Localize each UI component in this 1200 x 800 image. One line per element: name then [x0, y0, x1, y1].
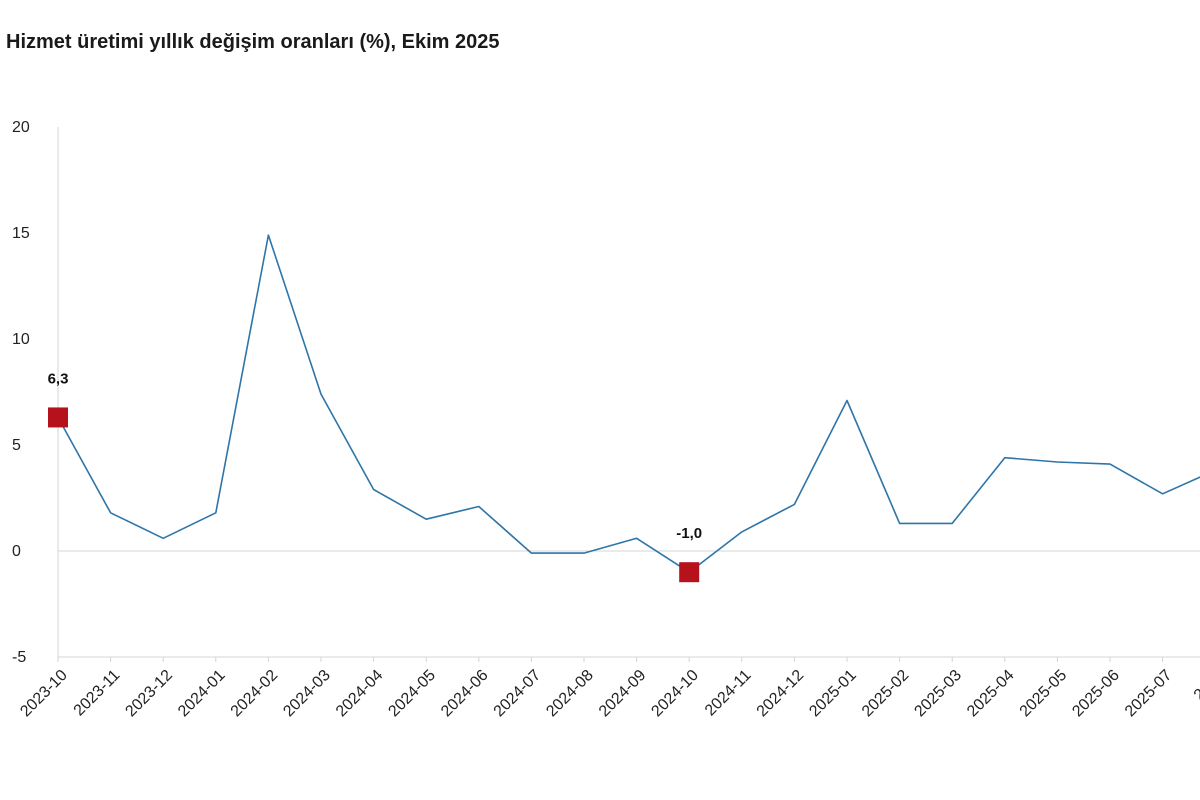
x-tick-label: 2023-12	[122, 667, 176, 721]
y-axis-ticks: -5 0 5 10 15 20	[12, 119, 30, 666]
x-tick-label: 2024-07	[491, 667, 545, 721]
highlight-markers: 6,3 -1,0	[48, 370, 702, 583]
x-tick-label: 2025-03	[911, 667, 965, 721]
x-tick-label: 2025	[1191, 667, 1200, 704]
data-label: 6,3	[48, 370, 69, 387]
x-tick-label: 2023-10	[17, 667, 71, 721]
x-tick-label: 2024-10	[648, 667, 702, 721]
series-line	[57, 234, 1200, 574]
data-label: -1,0	[676, 525, 702, 542]
highlight-marker	[48, 407, 68, 428]
x-tick-label: 2025-02	[859, 667, 913, 721]
x-tick-label: 2024-11	[702, 667, 755, 720]
x-tick-label: 2024-01	[175, 667, 229, 721]
x-tick-label: 2025-06	[1069, 667, 1123, 721]
x-tick-label: 2024-06	[438, 667, 492, 721]
chart-axes	[57, 127, 1200, 658]
x-tick-label: 2025-04	[964, 667, 1018, 721]
x-tick-label: 2024-04	[333, 667, 387, 721]
x-tick-label: 2025-07	[1122, 667, 1176, 721]
y-tick-label: 10	[12, 331, 30, 348]
x-tick-label: 2024-09	[596, 667, 650, 721]
x-tick-label: 2024-12	[754, 667, 808, 721]
x-tick-label: 2024-02	[228, 667, 282, 721]
x-axis-ticks: 2023-10 2023-11 2023-12 2024-01 2024-02 2024-…	[17, 657, 1200, 720]
chart-title: Hizmet üretimi yıllık değişim oranları (…	[6, 31, 500, 53]
x-tick-label: 2024-05	[385, 667, 439, 721]
highlight-marker	[679, 562, 700, 583]
x-tick-label: 2023-11	[71, 667, 124, 720]
x-tick-label: 2025-05	[1017, 667, 1071, 721]
x-tick-label: 2024-03	[280, 667, 334, 721]
y-tick-label: -5	[12, 649, 26, 666]
y-tick-label: 15	[12, 225, 30, 242]
x-tick-label: 2024-08	[543, 667, 597, 721]
y-tick-label: 20	[12, 119, 30, 136]
y-tick-label: 0	[12, 543, 21, 560]
x-tick-label: 2025-01	[806, 667, 860, 721]
y-tick-label: 5	[12, 437, 21, 454]
series-group	[57, 234, 1200, 574]
